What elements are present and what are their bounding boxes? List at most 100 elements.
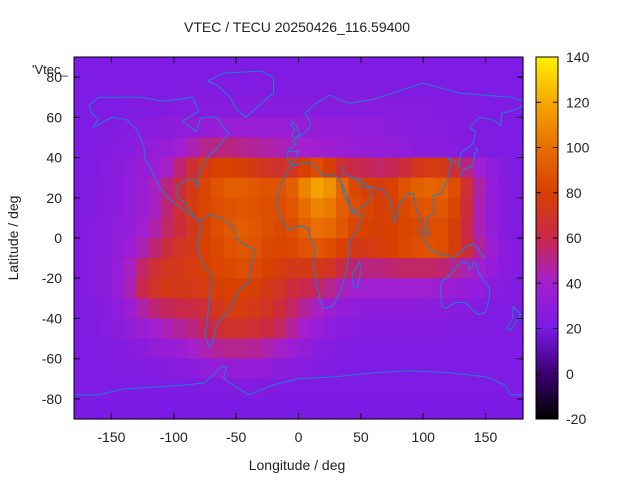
heatmap-cell	[398, 157, 412, 179]
heatmap-cell	[261, 358, 275, 380]
chart-title: VTEC / TECU 20250426_116.59400	[184, 19, 410, 35]
heatmap-cell	[348, 398, 362, 420]
heatmap-cell	[298, 258, 312, 279]
heatmap-cell	[86, 398, 100, 420]
heatmap-cell	[448, 97, 462, 118]
colorbar-tick-label: 0	[566, 366, 574, 382]
heatmap-cell	[298, 117, 312, 139]
heatmap-cell	[398, 338, 412, 360]
heatmap-cell	[485, 398, 499, 420]
heatmap-cell	[198, 278, 212, 299]
heatmap-cell	[261, 398, 275, 420]
heatmap-cell	[460, 258, 474, 279]
heatmap-cell	[123, 338, 137, 360]
heatmap-cell	[86, 157, 100, 179]
heatmap-cell	[410, 378, 424, 400]
heatmap-cell	[186, 217, 200, 239]
heatmap-cell	[423, 157, 437, 179]
heatmap-cell	[74, 398, 88, 420]
heatmap-cell	[373, 378, 387, 400]
heatmap-cell	[186, 378, 200, 400]
heatmap-cell	[198, 398, 212, 420]
heatmap-cell	[86, 97, 100, 118]
y-tick-label: 60	[46, 109, 62, 125]
heatmap-cell	[286, 77, 300, 98]
heatmap-cell	[460, 378, 474, 400]
y-tick-label: 80	[46, 69, 62, 85]
heatmap-cell	[136, 157, 150, 179]
heatmap-cell	[273, 77, 287, 98]
heatmap-cell	[98, 238, 113, 259]
heatmap-cell	[498, 197, 512, 219]
heatmap-cell	[385, 197, 399, 219]
heatmap-cell	[360, 278, 374, 299]
heatmap-cell	[211, 117, 225, 139]
heatmap-cell	[198, 137, 212, 159]
heatmap-cell	[198, 97, 212, 118]
heatmap-cell	[161, 177, 175, 199]
heatmap-cell	[298, 157, 312, 179]
heatmap-cell	[423, 197, 437, 219]
heatmap-cell	[460, 278, 474, 299]
x-axis: -150 -100 -50 0 50 100 150	[97, 57, 497, 445]
heatmap-cell	[148, 378, 162, 400]
heatmap-cell	[186, 117, 200, 139]
heatmap-cell	[136, 358, 150, 380]
heatmap-cell	[310, 378, 325, 400]
heatmap-cell	[335, 137, 349, 159]
heatmap-cell	[261, 238, 275, 259]
heatmap-cell	[360, 157, 374, 179]
heatmap-cell	[286, 298, 300, 320]
heatmap-cell	[98, 77, 113, 98]
heatmap-cell	[310, 57, 325, 78]
coast-north-america	[88, 96, 230, 223]
heatmap-cell	[348, 338, 362, 360]
heatmap-cell	[248, 258, 262, 279]
heatmap-cell	[236, 338, 250, 360]
heatmap-cell	[236, 137, 250, 159]
heatmap-cell	[236, 298, 250, 320]
heatmap-cell	[423, 298, 437, 320]
heatmap-cell	[410, 258, 424, 279]
heatmap-cell	[398, 358, 412, 380]
heatmap-cell	[498, 157, 512, 179]
heatmap-cell	[348, 278, 362, 299]
heatmap-cell	[398, 278, 412, 299]
heatmap-cell	[261, 157, 275, 179]
heatmap-cell	[385, 278, 399, 299]
heatmap-cell	[473, 217, 487, 239]
heatmap-cell	[373, 298, 387, 320]
heatmap-cell	[335, 398, 349, 420]
heatmap-cell	[236, 197, 250, 219]
heatmap-cell	[148, 318, 162, 340]
heatmap-cell	[460, 238, 474, 259]
heatmap-cell	[236, 258, 250, 279]
heatmap-cell	[273, 217, 287, 239]
heatmap-cell	[335, 318, 349, 340]
heatmap-cell	[273, 137, 287, 159]
heatmap-cell	[123, 57, 137, 78]
heatmap-cell	[86, 77, 100, 98]
heatmap-cell	[236, 177, 250, 199]
heatmap-cell	[298, 378, 312, 400]
heatmap-cell	[398, 398, 412, 420]
heatmap-cell	[161, 97, 175, 118]
heatmap-cell	[148, 117, 162, 139]
heatmap-cell	[385, 358, 399, 380]
heatmap-cell	[373, 217, 387, 239]
heatmap-cell	[323, 197, 337, 219]
heatmap-cell	[161, 117, 175, 139]
heatmap-cell	[423, 358, 437, 380]
heatmap-cell	[223, 318, 237, 340]
heatmap-cell	[485, 298, 499, 320]
heatmap-cell	[360, 217, 374, 239]
heatmap-cell	[410, 57, 424, 78]
heatmap-cell	[211, 197, 225, 219]
heatmap-cell	[410, 97, 424, 118]
colorbar-tick-label: 60	[566, 230, 582, 246]
heatmap-cell	[74, 298, 88, 320]
heatmap-cell	[298, 77, 312, 98]
y-axis: -80 -60 -40 -20 0 20 40 60 80	[42, 69, 523, 407]
heatmap-cell	[448, 278, 462, 299]
heatmap-cell	[498, 77, 512, 98]
